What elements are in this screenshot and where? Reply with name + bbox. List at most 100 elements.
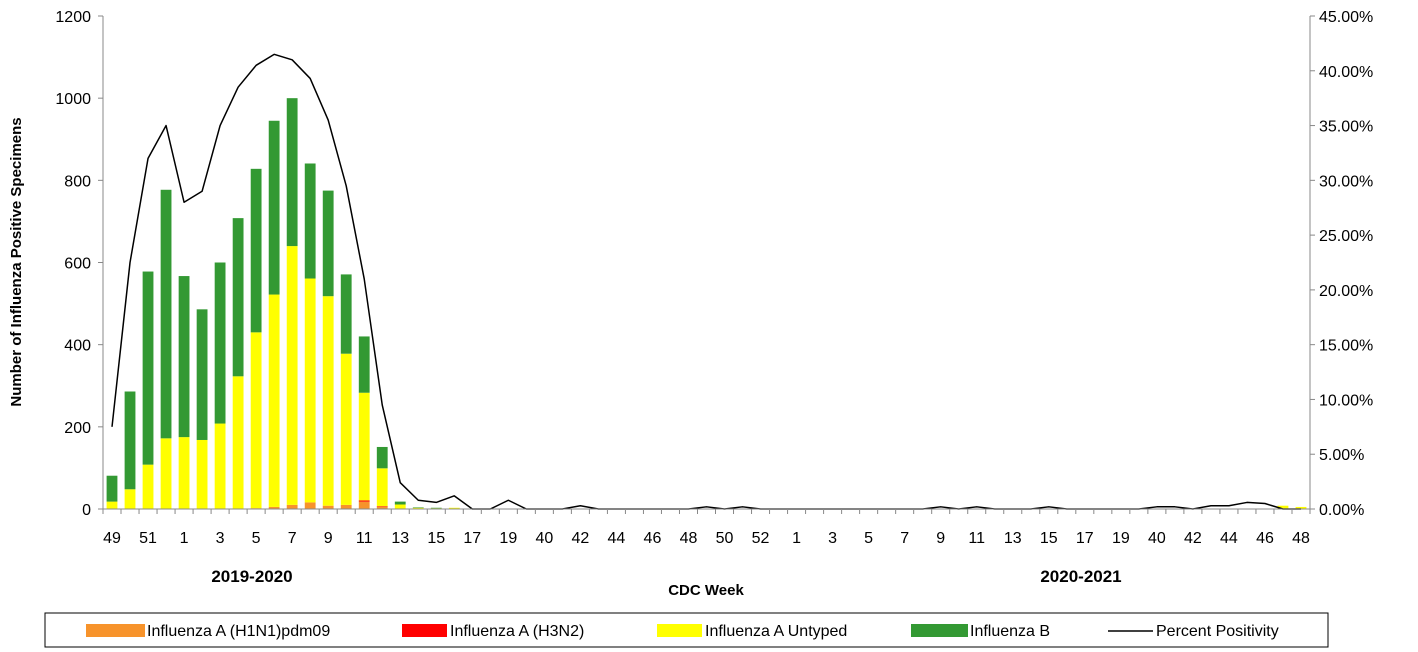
- legend-swatch-h3n2: [402, 624, 447, 637]
- x-tick-label: 42: [571, 530, 589, 547]
- bar-segment-s3-c10: [286, 98, 298, 247]
- legend-label-percent-positivity: Percent Positivity: [1156, 623, 1279, 640]
- x-tick-label: 46: [644, 530, 662, 547]
- x-tick-label: 13: [1004, 530, 1022, 547]
- bar-segment-s2-c0: [106, 501, 118, 509]
- right-tick-label: 30.00%: [1319, 173, 1373, 190]
- left-tick-label: 1000: [55, 91, 91, 108]
- bar-segment-s2-c9: [268, 294, 280, 507]
- bar-segment-s3-c6: [214, 262, 226, 424]
- bar-segment-s2-c8: [250, 332, 262, 509]
- x-tick-label: 51: [139, 530, 157, 547]
- legend: Influenza A (H1N1)pdm09 Influenza A (H3N…: [44, 612, 1329, 648]
- bar-segment-s1-c15: [376, 506, 388, 507]
- x-tick-label: 17: [1076, 530, 1094, 547]
- x-tick-label: 13: [391, 530, 409, 547]
- bar-segment-s3-c16: [394, 501, 406, 505]
- bar-segment-s2-c6: [214, 423, 226, 509]
- x-tick-label: 52: [752, 530, 770, 547]
- bar-segment-s2-c17: [412, 507, 424, 509]
- left-tick-label: 200: [64, 420, 91, 437]
- x-tick-label: 7: [288, 530, 297, 547]
- bar-segment-s3-c17: [412, 507, 424, 508]
- bar-segment-s3-c2: [142, 271, 154, 465]
- bar-segment-s2-c66: [1295, 506, 1307, 509]
- season-label-2020-2021: 2020-2021: [1040, 567, 1121, 586]
- bar-segment-s3-c9: [268, 120, 280, 295]
- x-tick-label: 42: [1184, 530, 1202, 547]
- legend-label-untyped: Influenza A Untyped: [705, 623, 847, 640]
- x-tick-label: 9: [936, 530, 945, 547]
- bar-segment-s3-c1: [124, 391, 136, 490]
- bar-segment-s2-c10: [286, 246, 298, 505]
- right-tick-label: 45.00%: [1319, 9, 1373, 26]
- bar-segment-s3-c18: [430, 507, 442, 509]
- right-tick-label: 40.00%: [1319, 64, 1373, 81]
- bar-segment-s0-c14: [358, 501, 370, 509]
- x-tick-label: 17: [463, 530, 481, 547]
- bar-segment-s3-c13: [340, 274, 352, 354]
- x-tick-label: 19: [499, 530, 517, 547]
- x-tick-label: 1: [792, 530, 801, 547]
- right-tick-label: 5.00%: [1319, 447, 1364, 464]
- left-tick-label: 600: [64, 256, 91, 273]
- bar-segment-s2-c11: [304, 278, 316, 503]
- right-tick-label: 0.00%: [1319, 502, 1364, 519]
- bar-segment-s3-c3: [160, 189, 172, 439]
- left-tick-label: 1200: [55, 9, 91, 26]
- x-tick-label: 44: [608, 530, 626, 547]
- right-tick-label: 20.00%: [1319, 283, 1373, 300]
- x-tick-label: 49: [103, 530, 121, 547]
- x-tick-label: 50: [716, 530, 734, 547]
- bar-segment-s3-c4: [178, 276, 190, 438]
- x-tick-label: 3: [828, 530, 837, 547]
- bar-segment-s2-c7: [232, 376, 244, 509]
- x-axis: 49 51 1 3 5 7 9 11 13 15 17 19 40 42 44 46 48 50 52 1 3 5 7 9 11…: [102, 508, 1311, 547]
- left-y-axis: 0 200 400 600 800 1000 1200: [55, 9, 104, 519]
- y-axis-title: Number of Influenza Positive Specimens: [8, 117, 25, 406]
- x-tick-label: 5: [252, 530, 261, 547]
- x-tick-label: 1: [180, 530, 189, 547]
- plot-area: [106, 53, 1307, 510]
- bar-segment-s3-c7: [232, 218, 244, 377]
- x-tick-label: 15: [1040, 530, 1058, 547]
- x-tick-label: 11: [356, 530, 373, 547]
- bar-segment-s2-c5: [196, 439, 208, 509]
- left-tick-label: 800: [64, 173, 91, 190]
- bar-segment-s3-c0: [106, 475, 118, 502]
- right-tick-label: 25.00%: [1319, 228, 1373, 245]
- x-tick-label: 7: [900, 530, 909, 547]
- season-label-2019-2020: 2019-2020: [211, 567, 292, 586]
- bar-segment-s1-c14: [358, 500, 370, 502]
- bar-segment-s2-c12: [322, 296, 334, 506]
- bar-segment-s3-c8: [250, 168, 262, 333]
- bar-segment-s3-c12: [322, 190, 334, 297]
- x-tick-label: 44: [1220, 530, 1238, 547]
- bar-segment-s2-c65: [1277, 505, 1289, 509]
- x-axis-title: CDC Week: [668, 582, 744, 599]
- bar-segment-s3-c15: [376, 446, 388, 469]
- right-tick-label: 15.00%: [1319, 338, 1373, 355]
- x-tick-label: 40: [535, 530, 553, 547]
- right-tick-label: 10.00%: [1319, 392, 1373, 409]
- bar-segment-s2-c16: [394, 504, 406, 509]
- bar-segment-s3-c5: [196, 309, 208, 440]
- left-tick-label: 0: [82, 502, 91, 519]
- x-tick-label: 11: [968, 530, 985, 547]
- x-tick-label: 3: [216, 530, 225, 547]
- legend-swatch-untyped: [657, 624, 702, 637]
- x-tick-label: 40: [1148, 530, 1166, 547]
- bar-segment-s0-c12: [322, 505, 334, 509]
- bar-segment-s3-c14: [358, 336, 370, 393]
- legend-swatch-influenza-b: [911, 624, 968, 637]
- bar-segment-s0-c10: [286, 504, 298, 509]
- bar-segment-s3-c11: [304, 163, 316, 279]
- bar-segment-s2-c3: [160, 438, 172, 509]
- legend-label-h1n1: Influenza A (H1N1)pdm09: [147, 623, 330, 640]
- x-tick-label: 48: [680, 530, 698, 547]
- legend-label-influenza-b: Influenza B: [970, 623, 1050, 640]
- legend-label-h3n2: Influenza A (H3N2): [450, 623, 584, 640]
- bar-segment-s0-c15: [376, 506, 388, 509]
- x-tick-label: 9: [324, 530, 333, 547]
- bar-segment-s2-c15: [376, 468, 388, 507]
